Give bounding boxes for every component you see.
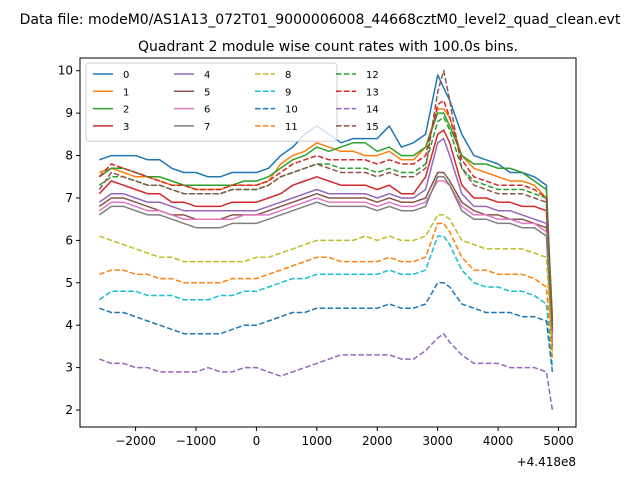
legend-label-8: 8 xyxy=(285,70,291,81)
legend-label-5: 5 xyxy=(204,87,210,98)
series-line-14 xyxy=(99,332,554,411)
series-line-4 xyxy=(98,137,554,343)
series-line-10 xyxy=(99,282,554,372)
legend-label-7: 7 xyxy=(204,122,210,133)
legend-label-11: 11 xyxy=(285,122,298,133)
series-line-8 xyxy=(99,214,554,355)
y-tick-label: 3 xyxy=(65,361,73,375)
series-line-5 xyxy=(98,171,554,347)
legend-label-12: 12 xyxy=(366,70,379,81)
y-tick-label: 8 xyxy=(65,149,73,163)
figure-suptitle: Data file: modeM0/AS1A13_072T01_90000060… xyxy=(20,12,621,28)
legend-label-14: 14 xyxy=(366,105,379,116)
y-tick-label: 10 xyxy=(58,64,73,78)
legend-label-2: 2 xyxy=(123,105,129,116)
legend-label-0: 0 xyxy=(123,70,129,81)
y-tick-label: 9 xyxy=(65,106,73,120)
legend-label-1: 1 xyxy=(123,87,129,98)
y-tick-label: 5 xyxy=(65,276,73,290)
series-line-9 xyxy=(98,235,554,368)
y-tick-label: 2 xyxy=(65,403,73,417)
legend-label-6: 6 xyxy=(204,105,210,116)
x-axis-offset-label: +4.418e8 xyxy=(517,455,576,469)
series-line-2 xyxy=(98,112,554,322)
x-tick-label: 2000 xyxy=(362,434,393,448)
series-line-6 xyxy=(98,180,554,347)
x-tick-label: 4000 xyxy=(483,434,514,448)
legend-label-15: 15 xyxy=(366,122,379,133)
x-tick-label: 3000 xyxy=(422,434,453,448)
chart-title: Quadrant 2 module wise count rates with … xyxy=(138,39,518,55)
legend-label-13: 13 xyxy=(366,87,379,98)
x-tick-label: −2000 xyxy=(115,434,156,448)
legend-label-4: 4 xyxy=(204,70,210,81)
legend-box xyxy=(85,62,338,142)
series-line-7 xyxy=(98,176,554,351)
y-tick-label: 4 xyxy=(65,318,73,332)
y-tick-label: 7 xyxy=(65,191,73,205)
x-tick-label: −1000 xyxy=(176,434,217,448)
x-axis: −2000 −1000 0 1000 2000 3000 4000 5000 xyxy=(115,427,574,448)
series-line-13 xyxy=(98,99,554,326)
y-tick-label: 6 xyxy=(65,233,73,247)
x-tick-label: 5000 xyxy=(543,434,574,448)
y-axis: 2 3 4 5 6 7 8 9 10 xyxy=(58,64,80,417)
series-line-3 xyxy=(98,129,554,334)
x-tick-label: 0 xyxy=(253,434,261,448)
legend-label-9: 9 xyxy=(285,87,291,98)
legend-label-10: 10 xyxy=(285,105,298,116)
legend-label-3: 3 xyxy=(123,122,129,133)
series-line-15 xyxy=(98,69,554,330)
series-line-11 xyxy=(99,222,554,360)
x-tick-label: 1000 xyxy=(302,434,333,448)
series-layer xyxy=(98,69,554,411)
